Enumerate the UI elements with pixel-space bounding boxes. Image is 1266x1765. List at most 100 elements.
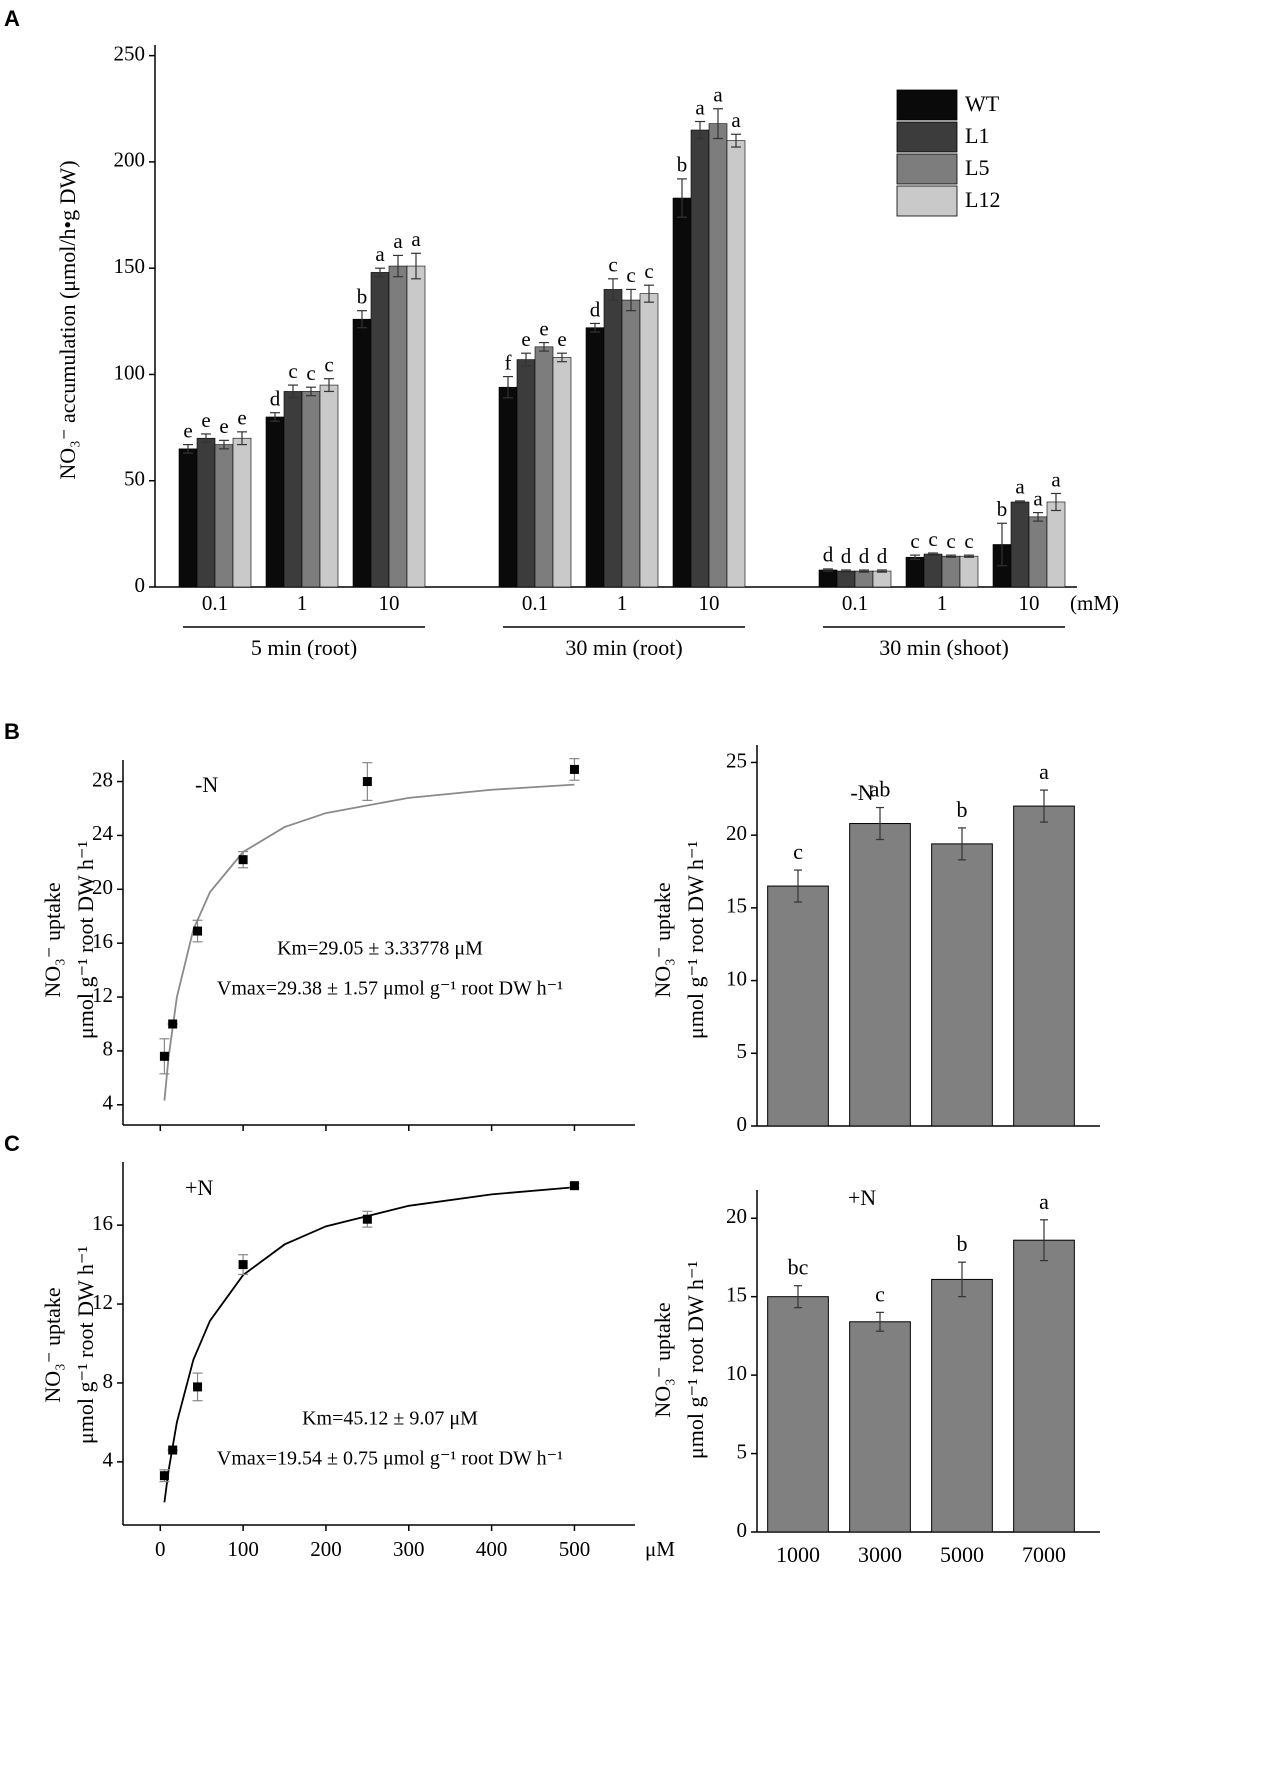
bar <box>767 1296 829 1533</box>
y-tick-label: 24 <box>92 821 114 845</box>
significance-letter: c <box>910 529 919 553</box>
x-tick-label: 0.1 <box>202 591 228 615</box>
significance-letter: e <box>201 408 210 432</box>
bar <box>1028 516 1048 588</box>
y-tick-label: 50 <box>124 467 145 491</box>
point <box>168 1445 178 1455</box>
bar <box>214 444 234 588</box>
y-tick-label: 16 <box>92 1211 113 1235</box>
y-tick-label: 12 <box>92 1290 113 1314</box>
x-tick-label: 0.1 <box>522 591 548 615</box>
bar <box>931 1278 993 1533</box>
legend-label: L12 <box>965 187 1000 212</box>
point <box>362 1214 372 1224</box>
y-tick-label: 0 <box>135 573 146 597</box>
chart-title: -N <box>850 780 873 805</box>
y-tick-label: 150 <box>114 254 146 278</box>
bar <box>232 437 252 588</box>
bar <box>498 386 518 588</box>
bar <box>1046 501 1066 588</box>
panel-label: C <box>4 1131 20 1156</box>
significance-letter: a <box>695 95 705 119</box>
x-tick-label: 7000 <box>1022 1542 1066 1567</box>
significance-letter: d <box>823 543 834 567</box>
significance-letter: a <box>1033 486 1043 510</box>
significance-letter: a <box>375 242 385 266</box>
significance-letter: e <box>539 316 548 340</box>
x-tick-label: 0.1 <box>842 591 868 615</box>
group-label: 30 min (root) <box>565 635 682 660</box>
bar <box>690 129 710 588</box>
bar <box>585 327 605 588</box>
significance-letter: c <box>946 529 955 553</box>
significance-letter: a <box>1039 1189 1049 1214</box>
x-tick-label: 500 <box>559 1537 591 1561</box>
y-tick-label: 4 <box>103 1091 114 1115</box>
significance-letter: c <box>324 353 333 377</box>
significance-letter: a <box>1015 475 1025 499</box>
annotation: Vmax=29.38 ± 1.57 μmol g⁻¹ root DW h⁻¹ <box>217 978 563 1000</box>
x-tick-label: 400 <box>476 1537 508 1561</box>
bar <box>1010 501 1030 588</box>
x-tick-label: 10 <box>1019 591 1040 615</box>
bar <box>854 570 874 588</box>
legend-label: WT <box>965 91 1000 116</box>
significance-letter: e <box>219 414 228 438</box>
y-tick-label: 20 <box>92 875 113 899</box>
y-tick-label: 4 <box>103 1448 114 1472</box>
bar <box>319 384 339 588</box>
annotation: Km=29.05 ± 3.33778 μM <box>277 938 483 960</box>
y-tick-label: 16 <box>92 929 113 953</box>
significance-letter: d <box>590 297 601 321</box>
bar <box>178 448 198 588</box>
significance-letter: e <box>237 406 246 430</box>
y-tick-label: 250 <box>114 41 146 65</box>
y-tick-label: 15 <box>726 1282 747 1306</box>
bar <box>767 885 829 1127</box>
y-axis-label: μmol g⁻¹ root DW h⁻¹ <box>683 841 708 1039</box>
group-label: 5 min (root) <box>251 635 357 660</box>
significance-letter: c <box>306 361 315 385</box>
y-axis-label: μmol g⁻¹ root DW h⁻¹ <box>73 841 98 1039</box>
y-tick-label: 10 <box>726 966 747 990</box>
x-tick-label: 10 <box>699 591 720 615</box>
significance-letter: a <box>1039 759 1049 784</box>
significance-letter: c <box>964 529 973 553</box>
legend-swatch <box>896 89 958 121</box>
point <box>362 777 372 787</box>
x-tick-label: 5000 <box>940 1542 984 1567</box>
bar <box>905 556 925 588</box>
y-tick-label: 8 <box>103 1037 114 1061</box>
bar <box>872 570 892 588</box>
legend-label: L5 <box>965 155 989 180</box>
annotation: Vmax=19.54 ± 0.75 μmol g⁻¹ root DW h⁻¹ <box>217 1448 563 1470</box>
bar <box>849 1321 911 1533</box>
point <box>569 1181 579 1191</box>
chart-title: +N <box>848 1185 876 1210</box>
legend-swatch <box>896 153 958 185</box>
x-tick-label: 3000 <box>858 1542 902 1567</box>
x-tick-label: 1 <box>617 591 628 615</box>
significance-letter: c <box>608 253 617 277</box>
group-label: 30 min (shoot) <box>879 635 1009 660</box>
bar <box>1013 805 1075 1127</box>
bar <box>931 843 993 1127</box>
y-axis-label: NO₃⁻ uptake <box>40 1287 65 1402</box>
y-tick-label: 10 <box>726 1361 747 1385</box>
significance-letter: c <box>644 259 653 283</box>
point <box>159 1051 169 1061</box>
significance-letter: a <box>731 108 741 132</box>
y-axis-label: NO₃⁻ uptake <box>650 882 675 997</box>
y-tick-label: 8 <box>103 1369 114 1393</box>
significance-letter: a <box>1051 467 1061 491</box>
x-tick-label: 0 <box>155 1537 166 1561</box>
bar <box>849 823 911 1127</box>
bar <box>959 555 979 588</box>
point <box>193 926 203 936</box>
bar <box>283 391 303 588</box>
bar <box>708 123 728 588</box>
significance-letter: e <box>521 327 530 351</box>
point <box>569 764 579 774</box>
point <box>238 1260 248 1270</box>
